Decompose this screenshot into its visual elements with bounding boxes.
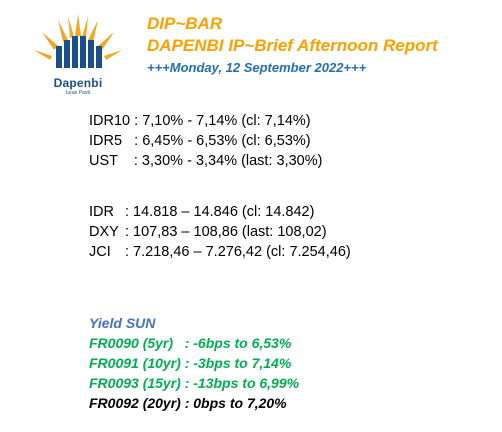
market-label: JCI <box>89 244 111 260</box>
yield-sun-block: Yield SUN FR0090 (5yr) : -6bps to 6,53% … <box>89 313 299 413</box>
report-subtitle: DAPENBI IP~Brief Afternoon Report <box>147 36 438 55</box>
market-value: : 14.818 – 14.846 (cl: 14.842) <box>125 204 315 220</box>
market-label: IDR <box>89 204 114 220</box>
rate-label: IDR10 : <box>89 113 143 129</box>
logo-name: Dapenbi <box>53 76 103 90</box>
rate-label: IDR5 : <box>89 133 143 149</box>
rate-value: 6,45% - 6,53% (cl: 6,53%) <box>142 133 311 149</box>
rate-value: 7,10% - 7,14% (cl: 7,14%) <box>142 113 311 129</box>
rate-value: 3,30% - 3,34% (last: 3,30%) <box>141 153 323 169</box>
market-row: IDR : 14.818 – 14.846 (cl: 14.842) <box>89 202 351 222</box>
logo-tagline: Iuran Pasti <box>66 90 90 96</box>
report-date: +++Monday, 12 September 2022+++ <box>147 60 367 75</box>
yield-line: FR0092 (20yr) : 0bps to 7,20% <box>89 395 287 411</box>
market-row: JCI : 7.218,46 – 7.276,42 (cl: 7.254,46) <box>89 242 351 262</box>
rate-row: IDR10 : 7,10% - 7,14% (cl: 7,14%) <box>89 111 322 131</box>
bond-rates-block: IDR10 : 7,10% - 7,14% (cl: 7,14%) IDR5 :… <box>89 111 322 171</box>
yield-line: FR0090 (5yr) : -6bps to 6,53% <box>89 335 292 351</box>
dapenbi-logo: Dapenbi Iuran Pasti <box>30 10 126 96</box>
sunburst-logo-icon <box>34 14 122 68</box>
market-label: DXY <box>89 224 119 240</box>
report-header: DIP~BAR DAPENBI IP~Brief Afternoon Repor… <box>147 14 438 78</box>
yield-line: FR0093 (15yr) : -13bps to 6,99% <box>89 375 300 391</box>
yield-line: FR0091 (10yr) : -3bps to 7,14% <box>89 355 292 371</box>
market-value: : 7.218,46 – 7.276,42 (cl: 7.254,46) <box>125 244 351 260</box>
yield-title: Yield SUN <box>89 315 156 331</box>
market-block: IDR : 14.818 – 14.846 (cl: 14.842) DXY : 1… <box>89 202 351 262</box>
report-title: DIP~BAR <box>147 14 223 33</box>
market-value: : 107,83 – 108,86 (last: 108,02) <box>125 224 327 240</box>
rate-row: IDR5 : 6,45% - 6,53% (cl: 6,53%) <box>89 131 322 151</box>
market-row: DXY : 107,83 – 108,86 (last: 108,02) <box>89 222 351 242</box>
rate-row: UST : 3,30% - 3,34% (last: 3,30%) <box>89 151 322 171</box>
rate-label: UST : <box>89 153 142 169</box>
